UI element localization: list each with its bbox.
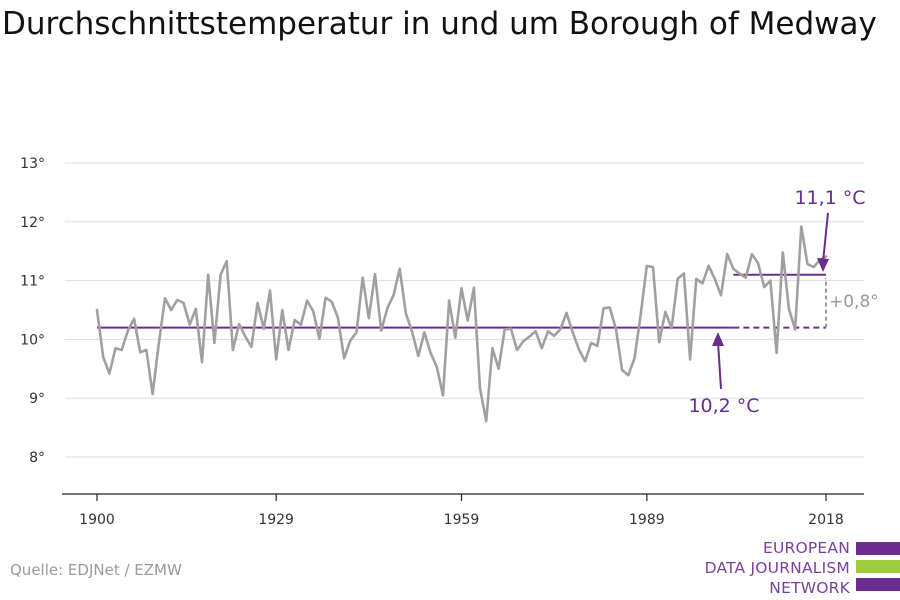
y-tick-label: 12° [20, 215, 45, 231]
logo-bar-purple-top [856, 542, 900, 555]
chart-title: Durchschnittstemperatur in und um Boroug… [2, 6, 877, 42]
difference-label: +0,8° [829, 292, 879, 312]
y-tick-label: 13° [20, 156, 45, 172]
x-tick-labels: 1900 1929 1959 1989 2018 [79, 512, 844, 528]
recent-mean-arrow-head [817, 258, 829, 272]
reference-lines [97, 273, 826, 329]
logo-line-3: NETWORK [769, 579, 850, 597]
source-credit: Quelle: EDJNet / EZMW [10, 561, 182, 579]
x-tick-label: 2018 [808, 512, 844, 528]
y-tick-label: 11° [20, 274, 45, 290]
edjnet-logo: EUROPEAN DATA JOURNALISM NETWORK [700, 538, 900, 598]
y-tick-labels: 8° 9° 10° 11° 12° 13° [20, 156, 45, 466]
x-tick-label: 1959 [444, 512, 480, 528]
baseline-mean-arrow-head [712, 332, 724, 346]
y-tick-label: 8° [29, 450, 45, 466]
recent-mean-label: 11,1 °C [794, 187, 865, 209]
x-axis [62, 493, 864, 501]
logo-line-1: EUROPEAN [762, 539, 850, 557]
y-tick-label: 10° [20, 332, 45, 348]
y-tick-label: 9° [29, 391, 45, 407]
annotations: +0,8° 11,1 °C 10,2 °C [688, 187, 878, 417]
baseline-mean-arrow-shaft [717, 341, 722, 390]
x-tick-label: 1989 [629, 512, 665, 528]
logo-line-2: DATA JOURNALISM [704, 559, 850, 577]
logo-bar-purple-bottom [856, 578, 900, 591]
logo-bar-green [856, 560, 900, 573]
temperature-series-line [95, 225, 828, 423]
baseline-mean-label: 10,2 °C [688, 395, 759, 417]
x-tick-label: 1900 [79, 512, 115, 528]
recent-mean-arrow-shaft [822, 212, 829, 263]
x-tick-label: 1929 [258, 512, 294, 528]
